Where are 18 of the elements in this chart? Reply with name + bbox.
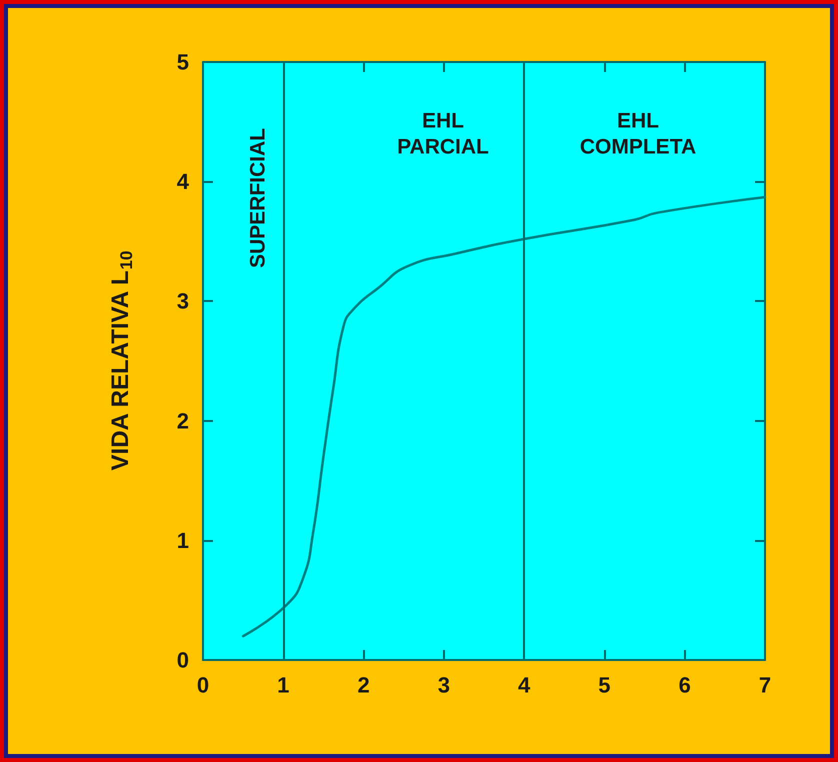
y-tick-label: 4 (176, 169, 190, 194)
annotation: EHL COMPLETA (580, 110, 696, 158)
annotation: EHL PARCIAL (397, 110, 490, 158)
x-tick-label: 1 (277, 672, 290, 698)
y-tick-label: 3 (176, 288, 189, 314)
x-tick-label: 7 (758, 672, 772, 698)
y-tick-label: 2 (176, 408, 189, 434)
x-tick-label: 6 (678, 672, 691, 698)
y-tick-label: 0 (176, 648, 189, 672)
y-axis-title: VIDA RELATIVA L10 (107, 250, 136, 470)
annotation: SUPERFICIAL (246, 128, 270, 268)
x-tick-label: 5 (598, 672, 611, 698)
y-tick-label: 1 (176, 528, 189, 553)
x-tick-label: 0 (196, 672, 210, 698)
x-tick-label: 2 (357, 672, 370, 698)
y-tick-label: 5 (176, 50, 189, 74)
x-tick-label: 4 (518, 672, 532, 698)
x-tick-label: 3 (438, 672, 450, 698)
